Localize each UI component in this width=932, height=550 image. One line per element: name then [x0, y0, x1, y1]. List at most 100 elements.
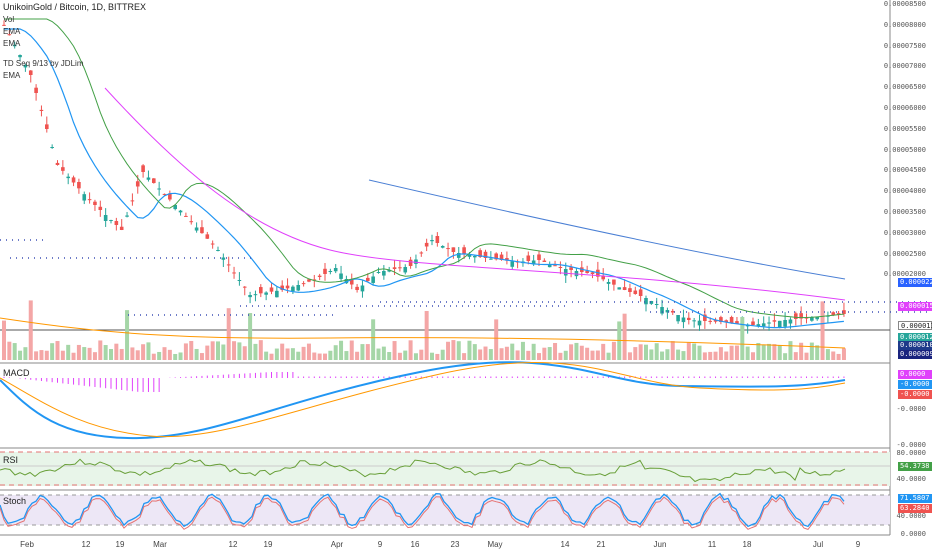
volume-bar: [488, 349, 493, 360]
candle-body: [414, 259, 418, 264]
date-tick: 18: [742, 540, 752, 549]
volume-bar: [627, 352, 632, 360]
stoch-k-line: [0, 492, 845, 528]
volume-bar: [504, 346, 509, 360]
volume-bar: [210, 341, 215, 360]
volume-bar: [590, 350, 595, 360]
candle-body: [23, 65, 28, 68]
candle-body: [253, 294, 258, 296]
volume-bar: [157, 351, 162, 360]
volume-bar: [424, 310, 429, 360]
candle-body: [670, 310, 675, 313]
volume-bar: [333, 345, 338, 360]
date-tick: Feb: [20, 540, 34, 549]
volume-bar: [194, 348, 199, 360]
candle-body: [114, 221, 119, 225]
legend-ema-3[interactable]: EMA: [3, 71, 21, 80]
volume-bar: [349, 340, 354, 360]
candle-body: [275, 290, 279, 298]
candle-body: [221, 257, 226, 260]
candle-body: [34, 87, 38, 93]
volume-bar: [467, 340, 472, 360]
candle-body: [392, 267, 397, 269]
candle-body: [184, 215, 188, 217]
candle-body: [259, 287, 263, 294]
candle-body: [317, 275, 322, 277]
volume-bar: [232, 341, 237, 360]
candle-body: [451, 247, 456, 252]
candle-body: [440, 246, 445, 248]
candle-body: [248, 295, 252, 298]
candle-body: [494, 253, 498, 260]
volume-bar: [542, 347, 547, 360]
ema-long-line: [104, 87, 846, 301]
volume-bar: [740, 316, 745, 360]
candle-body: [45, 124, 49, 129]
candle-body: [382, 271, 386, 276]
candle-body: [323, 268, 327, 274]
volume-bar: [670, 341, 675, 360]
volume-bar: [718, 347, 723, 360]
candle-body: [285, 285, 290, 289]
candle-body: [590, 272, 595, 274]
price-tick: 0.00004000: [883, 187, 926, 196]
candle-body: [687, 317, 691, 320]
candle-body: [7, 34, 12, 36]
volume-bar: [804, 352, 809, 360]
volume-bar: [290, 348, 295, 360]
date-tick: Jul: [812, 540, 824, 549]
rsi-band: [0, 452, 890, 486]
candle-body: [836, 313, 841, 315]
candle-body: [617, 287, 622, 290]
volume-bar: [242, 346, 247, 360]
candle-body: [676, 315, 680, 322]
volume-bar: [558, 352, 563, 360]
candle-body: [777, 320, 782, 328]
volume-bar: [841, 348, 846, 360]
price-tag: 0.00002285: [898, 278, 932, 287]
date-tick: 11: [707, 540, 717, 549]
legend-td-seq[interactable]: TD Seq 9/13 by JDLim: [3, 59, 84, 68]
candle-body: [50, 147, 54, 148]
volume-bar: [451, 340, 456, 360]
stoch-tick: 0.0000: [900, 530, 926, 538]
candle-body: [708, 320, 712, 322]
volume-bar: [611, 341, 616, 360]
date-tick: Jun: [653, 540, 667, 549]
candle-body: [173, 205, 177, 210]
stoch-label: Stoch: [3, 496, 27, 506]
candle-body: [751, 321, 755, 325]
volume-bar: [76, 344, 81, 360]
candle-body: [339, 273, 343, 279]
volume-bar: [435, 353, 440, 360]
volume-bar: [18, 350, 23, 360]
candle-body: [419, 252, 424, 254]
volume-bar: [248, 313, 253, 360]
candle-body: [478, 250, 482, 257]
price-tick: 0.00008000: [883, 20, 926, 29]
legend-ema-2[interactable]: EMA: [3, 39, 21, 48]
candle-body: [558, 267, 563, 269]
candle-body: [157, 188, 161, 190]
volume-bar: [151, 353, 156, 360]
candle-body: [403, 267, 408, 273]
candle-body: [109, 220, 113, 221]
volume-bar: [55, 341, 60, 360]
candle-body: [119, 226, 124, 230]
volume-bar: [510, 343, 515, 360]
legend-vol[interactable]: Vol: [3, 15, 15, 24]
candle-body: [446, 248, 450, 250]
volume-bar: [531, 343, 536, 360]
volume-bar: [98, 340, 103, 360]
price-tick: 0.00005000: [883, 145, 926, 154]
candle-body: [264, 292, 268, 295]
rsi-label: RSI: [3, 455, 19, 465]
candle-body: [531, 260, 536, 265]
volume-bar: [71, 352, 76, 360]
legend-ema-1[interactable]: EMA: [3, 27, 21, 36]
volume-bar: [601, 343, 606, 360]
candle-body: [178, 210, 183, 213]
candle-body: [729, 316, 734, 323]
candle-body: [307, 279, 311, 282]
